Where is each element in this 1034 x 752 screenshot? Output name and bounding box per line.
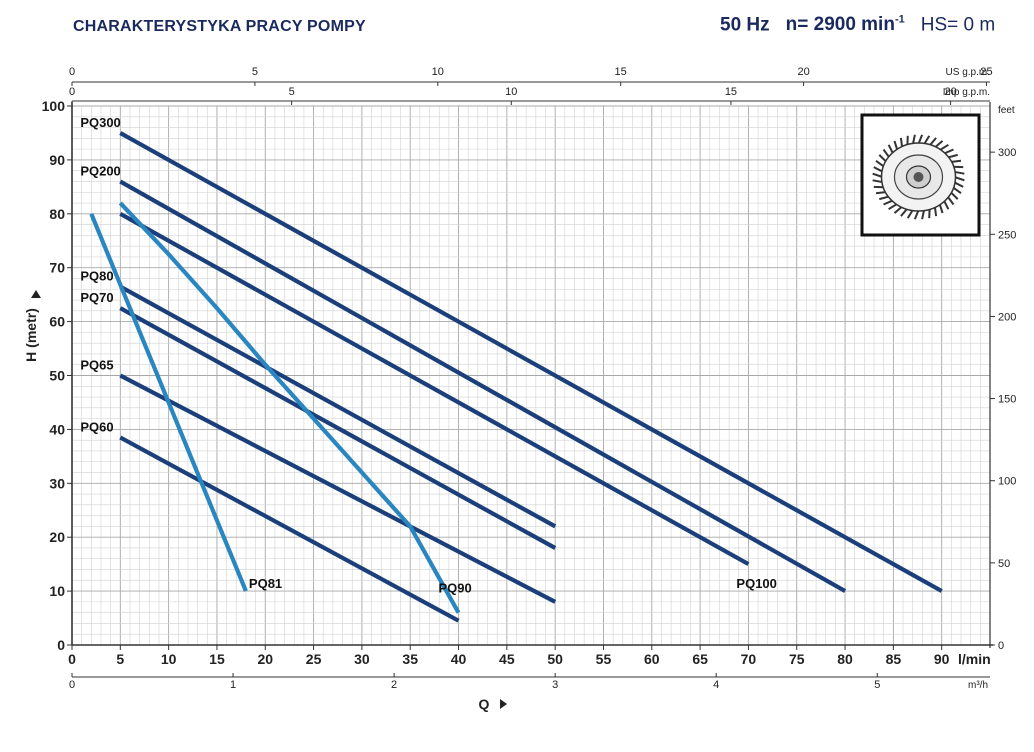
curve-label-pq80: PQ80 bbox=[80, 269, 113, 284]
feet-tick-label: 50 bbox=[998, 558, 1010, 570]
m3h-tick-label: 4 bbox=[713, 679, 719, 691]
frequency-label: 50 Hz bbox=[720, 14, 770, 36]
suction-height-label: HS= 0 m bbox=[920, 14, 996, 36]
x-tick-label: 50 bbox=[547, 651, 563, 667]
impgpm-unit-label: Imp g.p.m. bbox=[943, 87, 990, 98]
feet-unit-label: feet bbox=[998, 105, 1015, 116]
y-tick-label: 60 bbox=[49, 314, 65, 330]
y-tick-label: 50 bbox=[49, 368, 65, 384]
y-tick-label: 30 bbox=[49, 475, 65, 491]
m3h-tick-label: 0 bbox=[69, 679, 75, 691]
x-tick-label: 55 bbox=[596, 651, 612, 667]
feet-tick-label: 100 bbox=[998, 476, 1016, 488]
axes bbox=[67, 81, 995, 678]
x-tick-label: 75 bbox=[789, 651, 805, 667]
m3h-tick-label: 1 bbox=[230, 679, 236, 691]
curve-label-pq60: PQ60 bbox=[80, 419, 113, 434]
feet-tick-label: 250 bbox=[998, 229, 1016, 241]
curve-pq80 bbox=[119, 284, 557, 529]
feet-tick-label: 300 bbox=[998, 147, 1016, 159]
usgpm-tick-label: 0 bbox=[69, 66, 75, 78]
curve-label-pq300: PQ300 bbox=[80, 115, 120, 130]
x-tick-label: 60 bbox=[644, 651, 660, 667]
x-tick-label: 90 bbox=[934, 651, 950, 667]
x-axis-title: Q bbox=[479, 696, 490, 712]
x-tick-label: 10 bbox=[161, 651, 177, 667]
curve-pq90 bbox=[118, 201, 461, 614]
curve-label-pq100: PQ100 bbox=[736, 576, 776, 591]
y-tick-label: 70 bbox=[49, 260, 65, 276]
y-tick-label: 20 bbox=[49, 529, 65, 545]
impgpm-tick-label: 15 bbox=[725, 86, 737, 98]
usgpm-tick-label: 20 bbox=[797, 66, 809, 78]
curve-pq81 bbox=[89, 213, 248, 592]
x-tick-label: 80 bbox=[837, 651, 853, 667]
curve-pq65 bbox=[119, 373, 557, 604]
impgpm-tick-label: 10 bbox=[505, 86, 517, 98]
x-tick-label: 25 bbox=[306, 651, 322, 667]
curve-label-pq65: PQ65 bbox=[80, 358, 113, 373]
x-unit-label: l/min bbox=[958, 651, 991, 667]
feet-tick-label: 150 bbox=[998, 394, 1016, 406]
impeller-image bbox=[860, 113, 981, 237]
impgpm-tick-label: 20 bbox=[944, 86, 956, 98]
y-tick-label: 10 bbox=[49, 583, 65, 599]
curve-pq300 bbox=[119, 131, 943, 593]
m3h-tick-label: 3 bbox=[552, 679, 558, 691]
chart-title: CHARAKTERYSTYKA PRACY POMPY bbox=[73, 18, 366, 35]
x-tick-label: 65 bbox=[692, 651, 708, 667]
impgpm-tick-label: 5 bbox=[289, 86, 295, 98]
m3h-tick-label: 2 bbox=[391, 679, 397, 691]
impeller-bore bbox=[913, 172, 924, 182]
curve-pq70 bbox=[119, 306, 557, 550]
curve-label-pq70: PQ70 bbox=[80, 290, 113, 305]
m3h-tick-label: 5 bbox=[874, 679, 880, 691]
impeller-teeth bbox=[872, 134, 965, 220]
usgpm-unit-label: US g.p.m. bbox=[946, 67, 990, 78]
y-tick-label: 80 bbox=[49, 206, 65, 222]
x-tick-label: 30 bbox=[354, 651, 370, 667]
impgpm-tick-label: 0 bbox=[69, 86, 75, 98]
curve-label-pq200: PQ200 bbox=[80, 163, 120, 178]
x-tick-label: 20 bbox=[257, 651, 273, 667]
usgpm-tick-label: 5 bbox=[252, 66, 258, 78]
m3h-unit-label: m³/h bbox=[968, 680, 988, 691]
x-tick-label: 40 bbox=[451, 651, 467, 667]
x-tick-label: 45 bbox=[499, 651, 515, 667]
usgpm-tick-label: 15 bbox=[615, 66, 627, 78]
usgpm-tick-label: 10 bbox=[432, 66, 444, 78]
speed-label: n= 2900 min-1 bbox=[785, 14, 905, 36]
usgpm-tick-label: 25 bbox=[980, 66, 992, 78]
curve-label-pq81: PQ81 bbox=[249, 576, 282, 591]
y-tick-label: 100 bbox=[42, 98, 66, 114]
operating-conditions: 50 Hz n= 2900 min-1 HS= 0 m bbox=[720, 14, 995, 36]
x-tick-label: 70 bbox=[741, 651, 757, 667]
x-tick-label: 0 bbox=[68, 651, 76, 667]
x-tick-label: 85 bbox=[886, 651, 902, 667]
grid bbox=[71, 105, 991, 646]
y-tick-label: 40 bbox=[49, 421, 65, 437]
x-tick-label: 35 bbox=[402, 651, 418, 667]
curve-pq100 bbox=[119, 211, 750, 566]
y-tick-label: 90 bbox=[49, 152, 65, 168]
x-tick-label: 15 bbox=[209, 651, 225, 667]
curve-label-pq90: PQ90 bbox=[439, 581, 472, 596]
feet-tick-label: 0 bbox=[998, 640, 1004, 652]
curve-pq200 bbox=[119, 179, 847, 593]
x-tick-label: 5 bbox=[116, 651, 124, 667]
y-axis-title: H (metr) bbox=[23, 308, 39, 362]
y-axis-arrow-icon bbox=[31, 290, 41, 298]
y-tick-label: 0 bbox=[57, 637, 65, 653]
curve-pq60 bbox=[119, 435, 460, 623]
x-axis-arrow-icon bbox=[500, 699, 507, 709]
curves bbox=[89, 131, 943, 623]
feet-tick-label: 200 bbox=[998, 311, 1016, 323]
